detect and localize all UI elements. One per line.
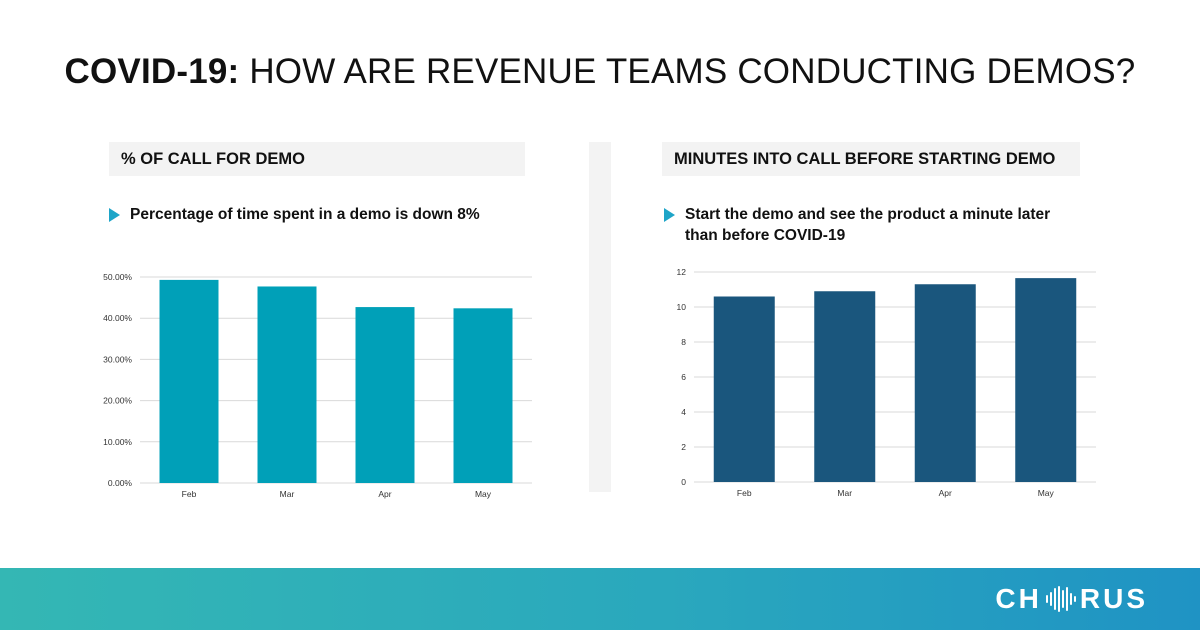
left-note-text: Percentage of time spent in a demo is do… [130, 206, 480, 223]
x-tick-label: Apr [939, 488, 952, 498]
right-note-line1: Start the demo and see the product a min… [685, 206, 1051, 223]
sound-wave-icon [1045, 585, 1077, 613]
bar-may [1015, 278, 1077, 482]
y-tick-label: 10 [677, 302, 687, 312]
x-tick-label: May [1038, 488, 1055, 498]
left-panel-header: % OF CALL FOR DEMO [109, 142, 525, 176]
footer-bar: CH RUS [0, 568, 1200, 630]
x-tick-label: Feb [182, 489, 197, 499]
right-note-line2: than before COVID-19 [685, 227, 846, 244]
demo-minutes-chart: 0 2 4 6 8 10 12 Feb Mar Apr May [677, 267, 1096, 498]
right-panel-header: MINUTES INTO CALL BEFORE STARTING DEMO [662, 142, 1080, 176]
logo-text-left: CH [995, 583, 1042, 614]
logo-text-right: RUS [1079, 583, 1148, 614]
bar-may [453, 308, 513, 483]
bar-apr [914, 284, 976, 482]
y-tick-label: 20.00% [103, 396, 132, 406]
y-tick-label: 12 [677, 267, 687, 277]
x-tick-label: Apr [378, 489, 391, 499]
right-note: Start the demo and see the product a min… [664, 204, 1124, 248]
y-tick-label: 30.00% [103, 354, 132, 364]
panel-divider [589, 142, 611, 492]
bar-apr [355, 307, 415, 483]
title-strong: COVID-19: [64, 52, 240, 91]
play-arrow-icon [664, 208, 675, 222]
y-tick-label: 40.00% [103, 313, 132, 323]
x-tick-label: May [475, 489, 492, 499]
x-tick-label: Feb [737, 488, 752, 498]
y-tick-label: 0 [681, 477, 686, 487]
chorus-logo: CH RUS [995, 583, 1148, 614]
bar-mar [257, 286, 317, 483]
y-tick-label: 0.00% [108, 478, 133, 488]
bar-mar [814, 291, 876, 482]
page-title: COVID-19: HOW ARE REVENUE TEAMS CONDUCTI… [0, 52, 1200, 92]
left-note: Percentage of time spent in a demo is do… [109, 204, 549, 226]
title-light: HOW ARE REVENUE TEAMS CONDUCTING DEMOS? [249, 52, 1136, 91]
bar-feb [159, 279, 219, 483]
y-tick-label: 8 [681, 337, 686, 347]
y-tick-label: 10.00% [103, 437, 132, 447]
bar-feb [713, 296, 775, 482]
x-tick-label: Mar [837, 488, 852, 498]
right-note-text: Start the demo and see the product a min… [685, 204, 1050, 246]
y-tick-label: 6 [681, 372, 686, 382]
y-tick-label: 50.00% [103, 272, 132, 282]
play-arrow-icon [109, 208, 120, 222]
demo-percent-chart: 0.00% 10.00% 20.00% 30.00% 40.00% 50.00% Feb Ma… [103, 272, 532, 499]
y-tick-label: 2 [681, 442, 686, 452]
x-tick-label: Mar [280, 489, 295, 499]
y-tick-label: 4 [681, 407, 686, 417]
